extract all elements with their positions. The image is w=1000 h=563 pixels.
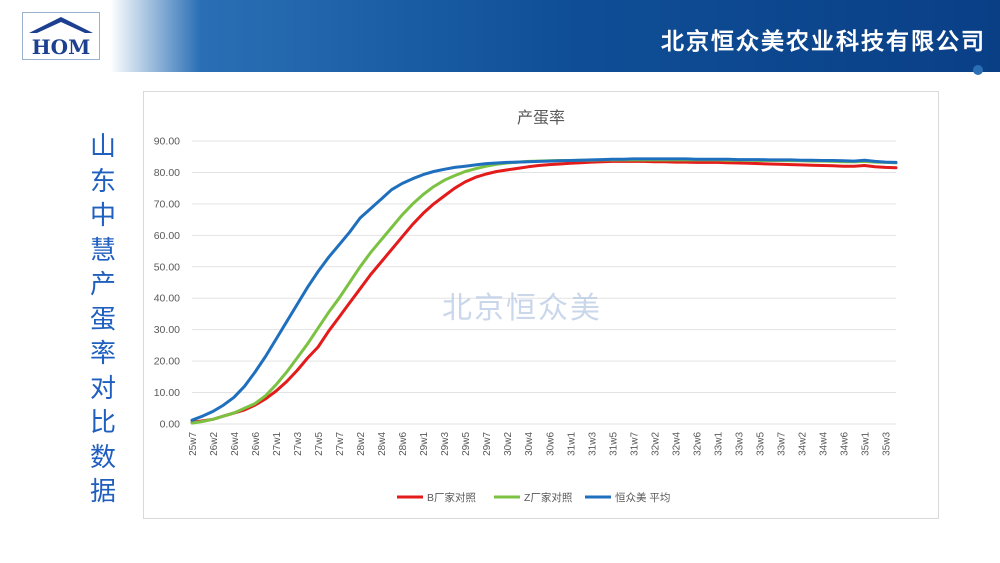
side-title-char: 山 xyxy=(89,132,116,162)
x-tick-label: 27w1 xyxy=(272,432,283,456)
x-tick-label: 31w3 xyxy=(587,432,598,456)
x-tick-label: 35w3 xyxy=(881,432,892,456)
x-tick-label: 31w5 xyxy=(608,432,619,456)
chart-legend: B厂家对照 Z厂家对照 恒众美 平均 xyxy=(397,491,670,504)
y-axis-ticks: 0.00 10.00 20.00 30.00 40.00 50.00 60.00 70.00 8… xyxy=(154,136,180,431)
x-tick-label: 27w3 xyxy=(293,432,304,456)
x-tick-label: 32w4 xyxy=(671,432,682,456)
y-tick-label: 70.00 xyxy=(154,198,180,210)
x-tick-label: 33w3 xyxy=(734,432,745,456)
x-tick-label: 29w3 xyxy=(440,432,451,456)
side-title-char: 对 xyxy=(89,373,116,404)
grid-lines xyxy=(192,140,896,425)
side-title-char: 蛋 xyxy=(89,304,116,335)
company-name: 北京恒众美农业科技有限公司 xyxy=(661,28,986,55)
x-tick-label: 33w1 xyxy=(713,432,724,456)
side-title-char: 中 xyxy=(89,201,116,231)
x-tick-label: 30w6 xyxy=(545,432,556,456)
y-tick-label: 40.00 xyxy=(154,293,180,305)
x-axis-ticks: 25w7 26w2 26w4 26w6 27w1 27w3 27w5 27w7 28w2 28w4… xyxy=(188,432,892,456)
x-tick-label: 31w1 xyxy=(566,432,577,456)
legend-label: B厂家对照 xyxy=(427,491,477,504)
series-lines xyxy=(190,157,898,425)
y-tick-label: 10.00 xyxy=(154,387,180,399)
x-tick-label: 26w4 xyxy=(230,432,241,456)
y-tick-label: 0.00 xyxy=(160,419,181,431)
x-tick-label: 27w7 xyxy=(335,432,346,456)
legend-label: Z厂家对照 xyxy=(524,491,573,504)
header-bar: HOM 北京恒众美农业科技有限公司 xyxy=(0,0,1000,72)
side-title-char: 率 xyxy=(89,339,116,369)
x-tick-label: 27w5 xyxy=(314,432,325,456)
decorative-dot xyxy=(973,65,983,75)
x-tick-label: 35w1 xyxy=(860,432,871,456)
x-tick-label: 25w7 xyxy=(188,432,199,456)
x-tick-label: 26w2 xyxy=(209,432,220,456)
series-line xyxy=(190,159,898,424)
side-title: 山 东 中 慧 产 蛋 率 对 比 数 据 xyxy=(88,130,118,510)
x-tick-label: 32w2 xyxy=(650,432,661,456)
x-tick-label: 29w7 xyxy=(482,432,493,456)
x-tick-label: 34w4 xyxy=(818,432,829,456)
legend-label: 恒众美 平均 xyxy=(615,491,670,504)
side-title-char: 数 xyxy=(89,442,116,473)
chart-title: 产蛋率 xyxy=(517,109,565,127)
y-tick-label: 50.00 xyxy=(154,261,180,273)
company-logo: HOM xyxy=(22,12,100,60)
x-tick-label: 30w4 xyxy=(524,432,535,456)
x-tick-label: 26w6 xyxy=(251,432,262,456)
x-tick-label: 32w6 xyxy=(692,432,703,456)
chart-frame: 产蛋率 0.00 10.00 20.00 30.00 40.00 50.00 60.00 70… xyxy=(143,91,939,519)
side-title-char: 东 xyxy=(89,166,116,197)
side-title-char: 比 xyxy=(89,408,116,438)
x-tick-label: 34w2 xyxy=(797,432,808,456)
x-tick-label: 28w2 xyxy=(356,432,367,456)
x-tick-label: 29w1 xyxy=(419,432,430,456)
x-tick-label: 33w7 xyxy=(776,432,787,456)
x-tick-label: 31w7 xyxy=(629,432,640,456)
watermark: 北京恒众美 xyxy=(442,291,602,326)
x-tick-label: 29w5 xyxy=(461,432,472,456)
y-tick-label: 30.00 xyxy=(154,324,180,336)
logo-text: HOM xyxy=(31,35,91,59)
y-tick-label: 60.00 xyxy=(154,230,180,242)
y-tick-label: 90.00 xyxy=(154,136,180,148)
x-tick-label: 34w6 xyxy=(839,432,850,456)
x-tick-label: 28w6 xyxy=(398,432,409,456)
series-line xyxy=(190,157,898,422)
egg-rate-chart: 产蛋率 0.00 10.00 20.00 30.00 40.00 50.00 60.00 70… xyxy=(154,109,898,504)
y-tick-label: 20.00 xyxy=(154,356,180,368)
x-tick-label: 28w4 xyxy=(377,432,388,456)
x-tick-label: 30w2 xyxy=(503,432,514,456)
side-title-char: 据 xyxy=(89,477,116,507)
side-title-char: 产 xyxy=(89,270,116,300)
y-tick-label: 80.00 xyxy=(154,167,180,179)
roof-icon xyxy=(29,17,93,33)
x-tick-label: 33w5 xyxy=(755,432,766,456)
side-title-char: 慧 xyxy=(89,235,116,266)
